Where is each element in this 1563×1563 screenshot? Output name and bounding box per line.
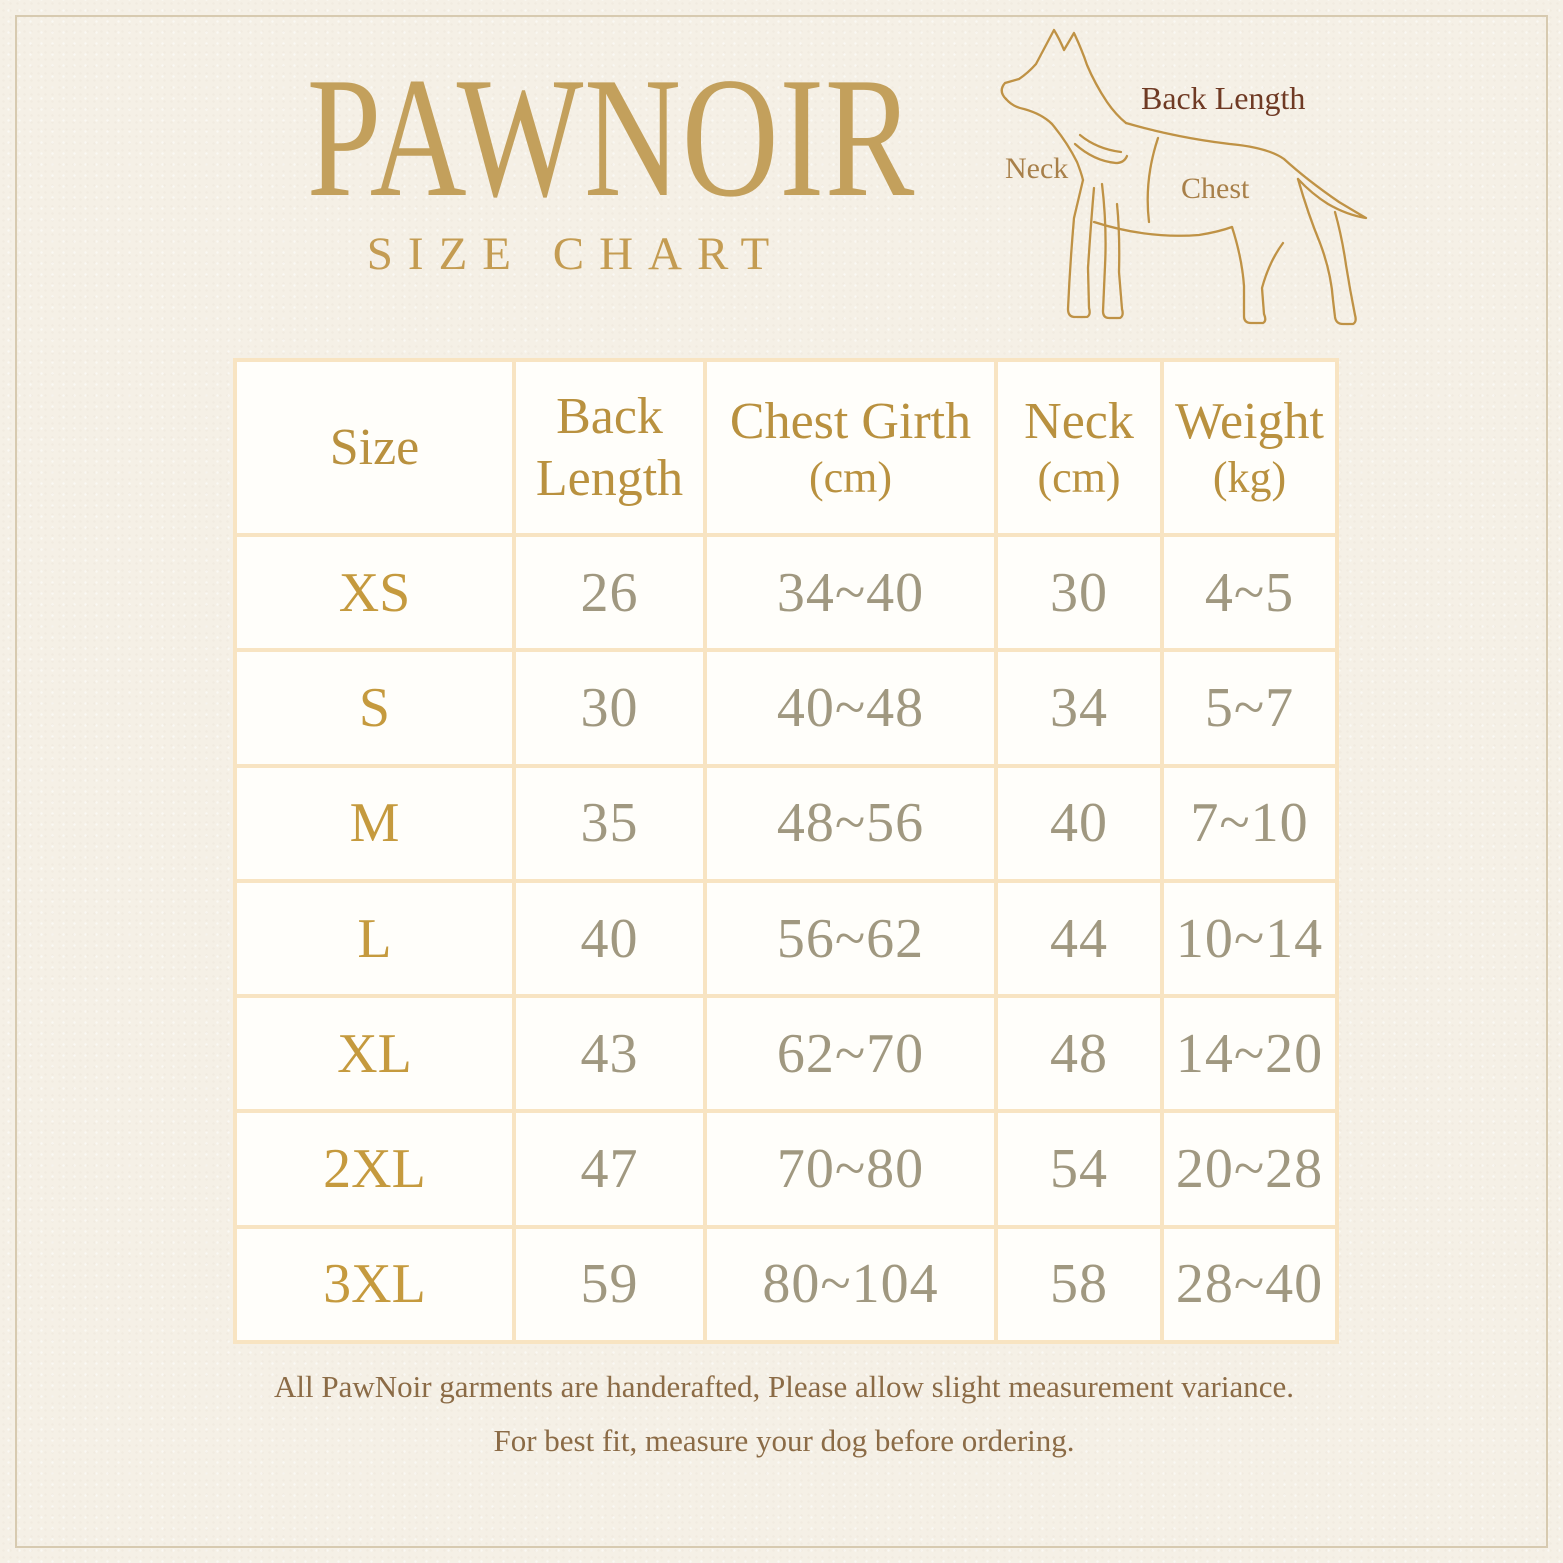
column-header-weight: Weight (kg) xyxy=(1160,358,1339,537)
chest-girth-cell: 62~70 xyxy=(703,994,998,1114)
back-length-label: Back Length xyxy=(1141,80,1306,116)
size-cell: L xyxy=(233,878,516,999)
dog-measurement-diagram: Back Length Neck Chest xyxy=(995,22,1375,342)
weight-cell: 28~40 xyxy=(1160,1224,1339,1345)
table-row: 3XL 59 80~104 58 28~40 xyxy=(233,1224,1339,1345)
footer-notes: All PawNoir garments are handerafted, Pl… xyxy=(170,1366,1398,1474)
footer-note-1: All PawNoir garments are handerafted, Pl… xyxy=(273,1369,1295,1404)
neck-cell: 44 xyxy=(994,878,1164,999)
back-length-cell: 47 xyxy=(512,1109,707,1229)
neck-cell: 54 xyxy=(994,1109,1164,1229)
table-row: L 40 56~62 44 10~14 xyxy=(233,878,1339,999)
weight-cell: 5~7 xyxy=(1160,648,1339,768)
chest-girth-cell: 56~62 xyxy=(703,878,998,999)
chest-girth-cell: 70~80 xyxy=(703,1109,998,1229)
size-cell: 2XL xyxy=(233,1109,516,1229)
back-length-cell: 35 xyxy=(512,763,707,883)
page-subtitle: SIZE CHART xyxy=(366,228,785,280)
table-row: S 30 40~48 34 5~7 xyxy=(233,648,1339,768)
weight-cell: 20~28 xyxy=(1160,1109,1339,1229)
column-header-size: Size xyxy=(233,358,516,537)
neck-label: Neck xyxy=(1005,152,1069,185)
size-cell: M xyxy=(233,763,516,883)
table-row: 2XL 47 70~80 54 20~28 xyxy=(233,1109,1339,1229)
chest-girth-cell: 34~40 xyxy=(703,532,998,653)
back-length-cell: 30 xyxy=(512,648,707,768)
size-cell: S xyxy=(233,648,516,768)
table-row: XL 43 62~70 48 14~20 xyxy=(233,994,1339,1114)
weight-cell: 14~20 xyxy=(1160,994,1339,1114)
back-length-cell: 59 xyxy=(512,1224,707,1345)
column-header-chest-girth: Chest Girth (cm) xyxy=(703,358,998,537)
weight-cell: 10~14 xyxy=(1160,878,1339,999)
neck-cell: 40 xyxy=(994,763,1164,883)
neck-cell: 30 xyxy=(994,532,1164,653)
back-length-cell: 40 xyxy=(512,878,707,999)
size-table-body: XS 26 34~40 30 4~5 S 30 40~48 34 5~7 M 35 48~56 40 7~1… xyxy=(233,532,1339,1345)
brand-title: PAWNOIR xyxy=(306,43,916,233)
size-cell: 3XL xyxy=(233,1224,516,1345)
chest-girth-cell: 48~56 xyxy=(703,763,998,883)
back-length-cell: 43 xyxy=(512,994,707,1114)
size-table: Size Back Length Chest Girth (cm) Neck (… xyxy=(233,358,1339,1345)
neck-cell: 48 xyxy=(994,994,1164,1114)
neck-cell: 34 xyxy=(994,648,1164,768)
table-row: M 35 48~56 40 7~10 xyxy=(233,763,1339,883)
footer-note-2: For best fit, measure your dog before or… xyxy=(493,1422,1075,1458)
chest-girth-cell: 40~48 xyxy=(703,648,998,768)
size-table-header: Size Back Length Chest Girth (cm) Neck (… xyxy=(233,358,1339,537)
size-cell: XS xyxy=(233,532,516,653)
column-header-back-length: Back Length xyxy=(512,358,707,537)
table-row: XS 26 34~40 30 4~5 xyxy=(233,532,1339,653)
dog-outline-icon xyxy=(1000,28,1368,326)
header-row: Size Back Length Chest Girth (cm) Neck (… xyxy=(233,358,1339,537)
column-header-neck: Neck (cm) xyxy=(994,358,1164,537)
weight-cell: 7~10 xyxy=(1160,763,1339,883)
chest-label: Chest xyxy=(1181,172,1250,205)
size-cell: XL xyxy=(233,994,516,1114)
back-length-cell: 26 xyxy=(512,532,707,653)
weight-cell: 4~5 xyxy=(1160,532,1339,653)
neck-cell: 58 xyxy=(994,1224,1164,1345)
chest-girth-cell: 80~104 xyxy=(703,1224,998,1345)
